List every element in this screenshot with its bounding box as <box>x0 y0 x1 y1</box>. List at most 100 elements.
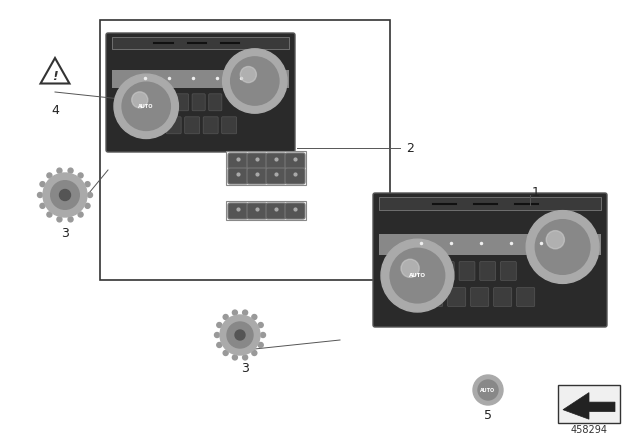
FancyBboxPatch shape <box>493 288 512 306</box>
Circle shape <box>214 332 220 337</box>
FancyBboxPatch shape <box>285 203 305 219</box>
FancyBboxPatch shape <box>266 168 286 184</box>
Circle shape <box>223 314 228 319</box>
Circle shape <box>258 342 263 348</box>
Circle shape <box>243 310 248 315</box>
Text: !: ! <box>52 70 58 83</box>
Circle shape <box>217 342 222 348</box>
Text: 3: 3 <box>61 227 69 240</box>
Circle shape <box>473 375 503 405</box>
Bar <box>558 385 620 423</box>
Circle shape <box>122 82 170 130</box>
FancyBboxPatch shape <box>166 117 181 134</box>
FancyBboxPatch shape <box>192 94 205 111</box>
Circle shape <box>40 203 45 208</box>
Circle shape <box>57 168 62 173</box>
Circle shape <box>85 203 90 208</box>
Text: AUTO: AUTO <box>409 273 426 278</box>
Circle shape <box>68 168 73 173</box>
FancyBboxPatch shape <box>221 117 237 134</box>
Circle shape <box>132 92 148 108</box>
Text: AUTO: AUTO <box>481 388 495 392</box>
Circle shape <box>78 173 83 178</box>
Circle shape <box>232 310 237 315</box>
Circle shape <box>401 259 419 277</box>
Text: 458294: 458294 <box>570 425 607 435</box>
Text: 3: 3 <box>241 362 249 375</box>
FancyBboxPatch shape <box>209 94 222 111</box>
Circle shape <box>232 355 237 360</box>
Circle shape <box>220 315 260 355</box>
Circle shape <box>390 248 445 303</box>
Polygon shape <box>563 392 615 419</box>
Circle shape <box>38 193 42 198</box>
Circle shape <box>526 211 599 284</box>
FancyBboxPatch shape <box>159 94 172 111</box>
Circle shape <box>235 330 245 340</box>
FancyBboxPatch shape <box>438 262 454 280</box>
FancyBboxPatch shape <box>447 288 466 306</box>
FancyBboxPatch shape <box>175 94 189 111</box>
FancyBboxPatch shape <box>228 168 248 184</box>
Bar <box>100 20 390 280</box>
Circle shape <box>223 49 287 113</box>
Text: 1: 1 <box>532 185 540 198</box>
FancyBboxPatch shape <box>500 262 516 280</box>
FancyBboxPatch shape <box>373 193 607 327</box>
FancyBboxPatch shape <box>247 153 267 169</box>
Circle shape <box>252 314 257 319</box>
Circle shape <box>217 323 222 327</box>
Circle shape <box>227 322 253 348</box>
FancyBboxPatch shape <box>285 153 305 169</box>
FancyBboxPatch shape <box>266 153 286 169</box>
Circle shape <box>60 190 70 201</box>
FancyBboxPatch shape <box>470 288 489 306</box>
Bar <box>112 37 289 48</box>
Circle shape <box>240 66 257 82</box>
FancyBboxPatch shape <box>185 117 200 134</box>
FancyBboxPatch shape <box>106 33 295 152</box>
FancyBboxPatch shape <box>285 168 305 184</box>
Bar <box>226 201 306 220</box>
Circle shape <box>230 57 279 105</box>
Bar <box>379 234 601 255</box>
Circle shape <box>88 193 93 198</box>
Bar <box>112 69 289 88</box>
Circle shape <box>47 173 52 178</box>
FancyBboxPatch shape <box>228 203 248 219</box>
Bar <box>226 151 306 185</box>
Circle shape <box>68 217 73 222</box>
FancyBboxPatch shape <box>247 168 267 184</box>
Circle shape <box>252 350 257 355</box>
FancyBboxPatch shape <box>424 288 443 306</box>
Circle shape <box>535 220 590 274</box>
FancyBboxPatch shape <box>266 203 286 219</box>
FancyBboxPatch shape <box>148 117 163 134</box>
Circle shape <box>40 181 45 187</box>
Circle shape <box>546 231 564 249</box>
Text: 4: 4 <box>51 103 59 116</box>
Circle shape <box>78 212 83 217</box>
Circle shape <box>47 212 52 217</box>
FancyBboxPatch shape <box>516 288 534 306</box>
FancyBboxPatch shape <box>204 117 218 134</box>
FancyBboxPatch shape <box>247 203 267 219</box>
Text: 5: 5 <box>484 409 492 422</box>
Bar <box>379 197 601 210</box>
Circle shape <box>381 239 454 312</box>
Text: 2: 2 <box>406 142 414 155</box>
FancyBboxPatch shape <box>228 153 248 169</box>
Circle shape <box>260 332 266 337</box>
Circle shape <box>43 173 87 217</box>
Text: AUTO: AUTO <box>138 104 154 109</box>
FancyBboxPatch shape <box>459 262 475 280</box>
Circle shape <box>57 217 62 222</box>
Circle shape <box>258 323 263 327</box>
Circle shape <box>223 350 228 355</box>
Circle shape <box>114 74 179 138</box>
Circle shape <box>51 181 79 209</box>
Circle shape <box>85 181 90 187</box>
Circle shape <box>478 380 498 400</box>
FancyBboxPatch shape <box>480 262 495 280</box>
Circle shape <box>243 355 248 360</box>
